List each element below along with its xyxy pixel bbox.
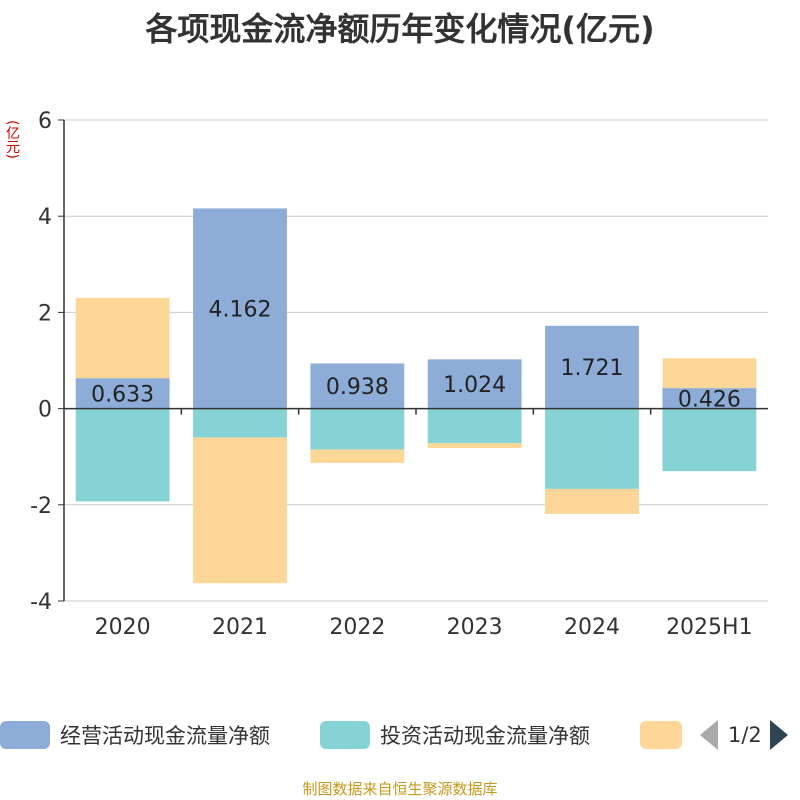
bar-series2-2023 — [427, 443, 522, 449]
chart-title: 各项现金流净额历年变化情况(亿元) — [145, 10, 655, 48]
data-label-2020: 0.633 — [91, 382, 154, 407]
bar-series2-2020 — [75, 297, 170, 379]
legend-label-operating: 经营活动现金流量净额 — [60, 724, 270, 748]
legend: 经营活动现金流量净额 投资活动现金流量净额 1/2 — [0, 716, 800, 752]
bar-series1-2024 — [545, 408, 639, 489]
y-tick-label: 0 — [38, 398, 52, 423]
bar-series0-2020 — [75, 378, 170, 409]
legend-prev-page-icon[interactable] — [700, 720, 718, 750]
legend-item-third[interactable] — [640, 720, 682, 750]
y-tick-label: 2 — [38, 301, 52, 326]
x-tick-label-2020: 2020 — [95, 615, 151, 640]
y-tick-label: -4 — [30, 590, 52, 615]
x-tick-label-2025H1: 2025H1 — [666, 615, 753, 640]
bar-series2-2022 — [310, 449, 405, 463]
legend-item-operating[interactable]: 经营活动现金流量净额 — [0, 720, 270, 750]
legend-swatch-third — [640, 721, 682, 749]
bar-series0-2022 — [310, 363, 405, 409]
legend-next-page-icon[interactable] — [769, 720, 788, 750]
data-label-2024: 1.721 — [561, 356, 624, 381]
bar-series1-2025H1 — [662, 408, 757, 472]
bar-series0-2023 — [427, 359, 522, 409]
bar-series0-2024 — [545, 325, 639, 409]
legend-swatch-investing — [320, 721, 370, 749]
legend-page-indicator: 1/2 — [728, 723, 762, 747]
bar-series2-2024 — [545, 488, 639, 514]
data-label-2023: 1.024 — [443, 373, 506, 398]
x-tick-label-2024: 2024 — [564, 615, 620, 640]
y-tick-label: 6 — [38, 109, 52, 134]
bar-series0-2021 — [193, 208, 287, 409]
bar-series0-2025H1 — [662, 388, 757, 409]
bar-series1-2022 — [310, 408, 405, 450]
bar-series1-2021 — [193, 408, 287, 438]
y-axis-unit-label: (亿元) — [4, 120, 20, 159]
legend-item-investing[interactable]: 投资活动现金流量净额 — [320, 720, 590, 750]
data-label-2025H1: 0.426 — [678, 387, 741, 412]
x-tick-label-2023: 2023 — [447, 615, 503, 640]
legend-label-investing: 投资活动现金流量净额 — [380, 724, 590, 748]
data-label-2022: 0.938 — [326, 375, 389, 400]
y-tick-label: -2 — [30, 494, 52, 519]
y-tick-label: 4 — [38, 205, 52, 230]
data-label-2021: 4.162 — [209, 298, 272, 323]
bar-series2-2021 — [193, 437, 287, 584]
bar-series2-2025H1 — [662, 358, 757, 389]
legend-swatch-operating — [0, 721, 50, 749]
source-note: 制图数据来自恒生聚源数据库 — [302, 780, 498, 798]
bar-series1-2020 — [75, 408, 170, 502]
x-tick-label-2021: 2021 — [212, 615, 268, 640]
legend-pager: 1/2 — [700, 720, 788, 750]
bar-series1-2023 — [427, 408, 522, 444]
x-tick-label-2022: 2022 — [329, 615, 385, 640]
